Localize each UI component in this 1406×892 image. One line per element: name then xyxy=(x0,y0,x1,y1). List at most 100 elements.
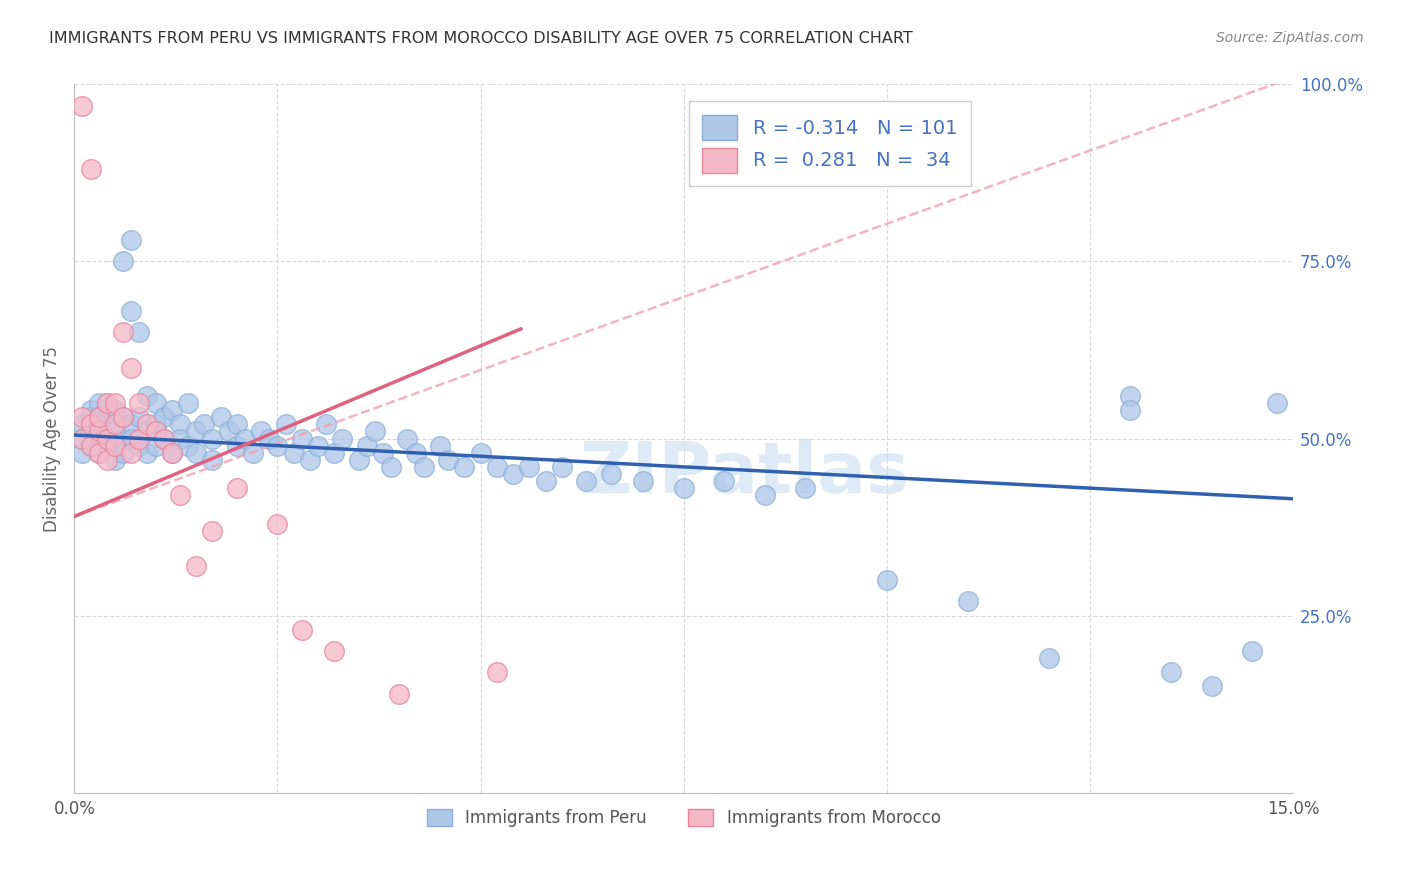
Point xyxy=(104,425,127,439)
Point xyxy=(186,559,208,574)
Point xyxy=(201,524,224,538)
Point xyxy=(87,410,110,425)
Point xyxy=(169,417,191,432)
Point xyxy=(145,439,167,453)
Point xyxy=(120,233,142,247)
Point xyxy=(87,432,110,446)
Point xyxy=(152,432,174,446)
Point xyxy=(120,304,142,318)
Point xyxy=(259,432,281,446)
Point xyxy=(96,396,118,410)
Point xyxy=(79,410,101,425)
Point xyxy=(112,326,135,340)
Point xyxy=(112,432,135,446)
Point xyxy=(120,446,142,460)
Point xyxy=(470,446,492,460)
Text: IMMIGRANTS FROM PERU VS IMMIGRANTS FROM MOROCCO DISABILITY AGE OVER 75 CORRELATI: IMMIGRANTS FROM PERU VS IMMIGRANTS FROM … xyxy=(49,31,912,46)
Point xyxy=(72,432,94,446)
Point xyxy=(112,410,135,425)
Point xyxy=(87,396,110,410)
Point xyxy=(152,432,174,446)
Point xyxy=(371,446,394,460)
Point xyxy=(1265,396,1288,410)
Point xyxy=(96,452,118,467)
Point xyxy=(72,446,94,460)
Point xyxy=(128,439,150,453)
Point xyxy=(72,98,94,112)
Point xyxy=(96,396,118,410)
Point xyxy=(72,432,94,446)
Point xyxy=(96,439,118,453)
Point xyxy=(145,396,167,410)
Point xyxy=(1241,644,1264,658)
Point xyxy=(160,403,183,417)
Point xyxy=(193,417,215,432)
Point xyxy=(405,446,427,460)
Point xyxy=(177,396,200,410)
Point xyxy=(169,488,191,502)
Point xyxy=(128,432,150,446)
Point xyxy=(672,481,695,495)
Point xyxy=(599,467,621,481)
Point xyxy=(79,417,101,432)
Point xyxy=(104,417,127,432)
Point xyxy=(87,446,110,460)
Point xyxy=(79,403,101,417)
Point xyxy=(87,417,110,432)
Point xyxy=(307,439,329,453)
Text: Source: ZipAtlas.com: Source: ZipAtlas.com xyxy=(1216,31,1364,45)
Point xyxy=(152,410,174,425)
Point xyxy=(575,474,598,488)
Point xyxy=(713,474,735,488)
Point xyxy=(104,417,127,432)
Point xyxy=(323,446,346,460)
Point xyxy=(128,326,150,340)
Point xyxy=(96,432,118,446)
Point xyxy=(128,396,150,410)
Point xyxy=(453,459,475,474)
Point xyxy=(120,417,142,432)
Point xyxy=(250,425,273,439)
Point xyxy=(169,432,191,446)
Point xyxy=(1160,665,1182,680)
Point xyxy=(534,474,557,488)
Point xyxy=(437,452,460,467)
Point xyxy=(87,446,110,460)
Point xyxy=(502,467,524,481)
Point xyxy=(96,425,118,439)
Point xyxy=(323,644,346,658)
Point xyxy=(136,389,159,403)
Point xyxy=(96,432,118,446)
Point xyxy=(291,432,314,446)
Point xyxy=(72,410,94,425)
Point xyxy=(291,623,314,637)
Point xyxy=(266,516,288,531)
Point xyxy=(186,446,208,460)
Point xyxy=(136,425,159,439)
Point xyxy=(233,432,256,446)
Point xyxy=(104,439,127,453)
Point xyxy=(120,360,142,375)
Point xyxy=(332,432,354,446)
Point xyxy=(380,459,402,474)
Point xyxy=(551,459,574,474)
Point xyxy=(631,474,654,488)
Point xyxy=(79,439,101,453)
Point xyxy=(209,410,232,425)
Point xyxy=(876,573,898,587)
Point xyxy=(315,417,337,432)
Point xyxy=(242,446,264,460)
Point xyxy=(177,439,200,453)
Point xyxy=(794,481,817,495)
Point xyxy=(201,432,224,446)
Point xyxy=(356,439,378,453)
Y-axis label: Disability Age Over 75: Disability Age Over 75 xyxy=(44,345,60,532)
Point xyxy=(104,396,127,410)
Point xyxy=(956,594,979,608)
Point xyxy=(754,488,776,502)
Point xyxy=(136,446,159,460)
Point xyxy=(364,425,387,439)
Point xyxy=(136,417,159,432)
Point xyxy=(225,417,247,432)
Point xyxy=(87,425,110,439)
